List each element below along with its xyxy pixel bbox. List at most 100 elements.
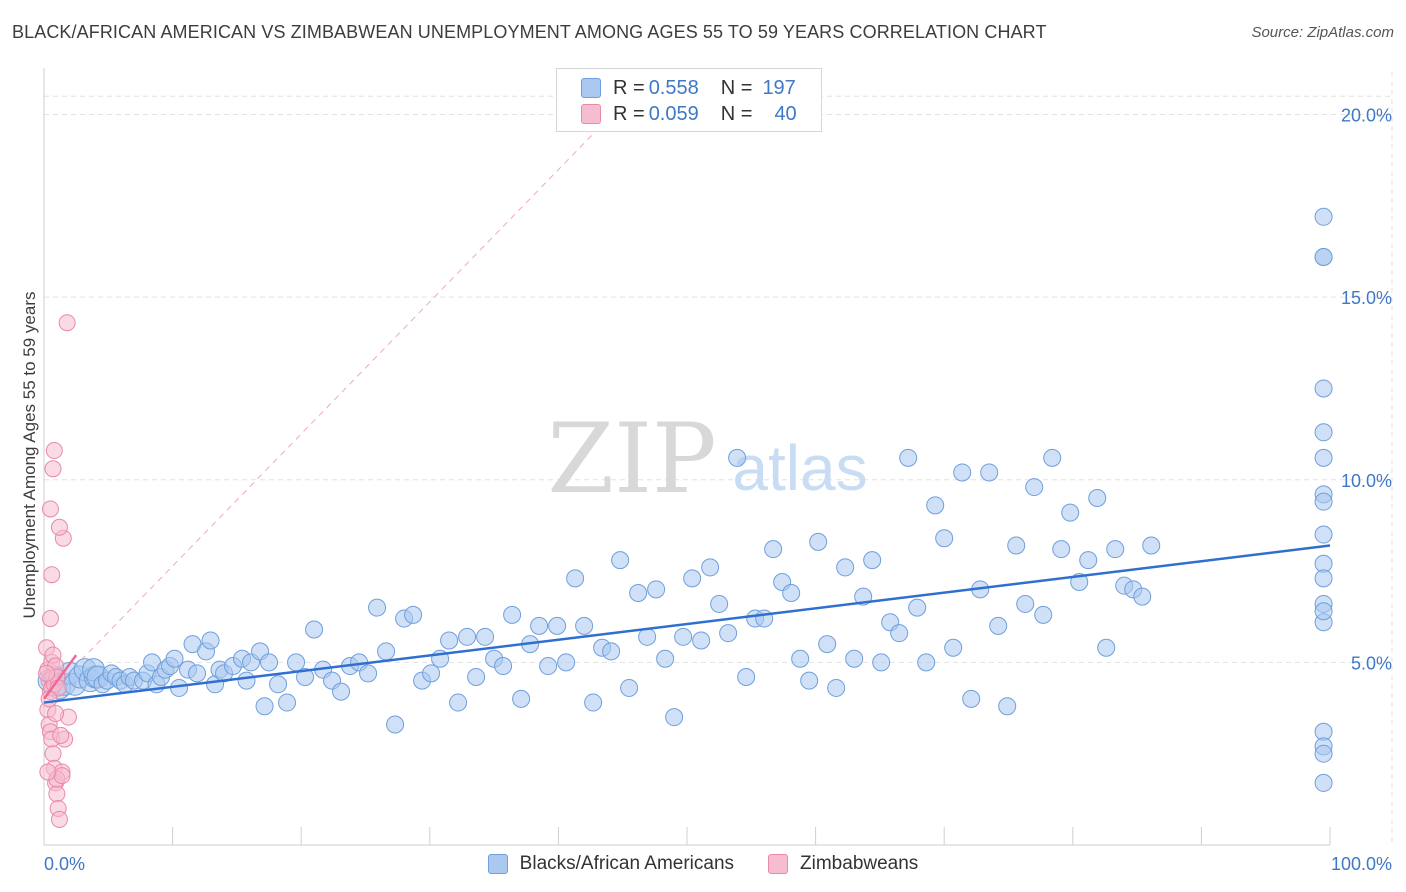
legend-row-blue: R = 0.558 N = 197: [581, 76, 796, 100]
data-point-blacks: [530, 616, 549, 635]
data-point-blacks: [1106, 540, 1125, 559]
data-point-blacks: [719, 624, 738, 643]
data-point-blacks: [449, 693, 468, 712]
data-point-blacks: [566, 569, 585, 588]
data-point-blacks: [1142, 536, 1161, 555]
data-point-blacks: [809, 532, 828, 551]
data-point-blacks: [782, 583, 801, 602]
data-point-blacks: [1052, 540, 1071, 559]
data-point-blacks: [827, 678, 846, 697]
data-point-zimbabweans: [48, 785, 66, 803]
chart-source: Source: ZipAtlas.com: [1251, 24, 1394, 41]
data-point-blacks: [494, 657, 513, 676]
data-point-blacks: [440, 631, 459, 650]
x-tick-label: 0.0%: [44, 854, 85, 874]
data-point-blacks: [260, 653, 279, 672]
data-point-zimbabweans: [45, 442, 63, 460]
data-point-blacks: [575, 616, 594, 635]
reference-diagonal: [50, 103, 624, 692]
data-point-blacks: [404, 605, 423, 624]
data-point-blacks: [1314, 602, 1333, 621]
data-point-blacks: [1088, 489, 1107, 508]
data-point-blacks: [1133, 587, 1152, 606]
guide-layer: [50, 103, 624, 692]
data-point-blacks: [818, 635, 837, 654]
data-point-blacks: [1314, 423, 1333, 442]
data-point-zimbabweans: [58, 314, 76, 332]
data-point-blacks: [737, 667, 756, 686]
data-point-blacks: [1314, 448, 1333, 467]
data-point-blacks: [935, 529, 954, 548]
data-point-blacks: [278, 693, 297, 712]
y-tick-label: 15.0%: [1341, 288, 1392, 308]
data-point-blacks: [269, 675, 288, 694]
data-point-blacks: [656, 649, 675, 668]
stats-legend: R = 0.558 N = 197 R = 0.059 N = 40: [556, 68, 822, 132]
data-point-blacks: [665, 708, 684, 727]
data-point-blacks: [998, 697, 1017, 716]
series-legend: Blacks/African Americans Zimbabweans: [0, 850, 1406, 878]
data-point-blacks: [602, 642, 621, 661]
data-point-zimbabweans: [41, 610, 59, 628]
data-point-blacks: [255, 697, 274, 716]
data-point-blacks: [188, 664, 207, 683]
data-point-blacks: [1314, 247, 1333, 266]
data-point-blacks: [944, 638, 963, 657]
data-point-blacks: [953, 463, 972, 482]
data-point-blacks: [764, 540, 783, 559]
data-point-blacks: [800, 671, 819, 690]
data-point-blacks: [899, 448, 918, 467]
legend-n-value-pink: 40: [774, 102, 797, 125]
legend-r-label: R =: [613, 76, 645, 99]
data-point-blacks: [1025, 478, 1044, 497]
data-point-zimbabweans: [44, 745, 62, 763]
data-point-blacks: [674, 627, 693, 646]
data-point-blacks: [557, 653, 576, 672]
point-layer: [37, 207, 1333, 828]
data-point-blacks: [710, 594, 729, 613]
data-point-blacks: [201, 631, 220, 650]
data-point-blacks: [629, 583, 648, 602]
data-point-blacks: [1314, 773, 1333, 792]
data-point-blacks: [701, 558, 720, 577]
data-point-blacks: [908, 598, 927, 617]
y-axis-label: Unemployment Among Ages 55 to 59 years: [20, 291, 39, 619]
legend-swatch-pink: [768, 854, 789, 874]
data-point-blacks: [305, 620, 324, 639]
legend-item-blacks[interactable]: Blacks/African Americans: [487, 853, 735, 875]
data-point-blacks: [1061, 503, 1080, 522]
data-point-blacks: [512, 689, 531, 708]
data-point-blacks: [296, 667, 315, 686]
y-tick-label: 10.0%: [1341, 471, 1392, 491]
data-point-blacks: [728, 448, 747, 467]
data-point-blacks: [584, 693, 603, 712]
data-point-blacks: [332, 682, 351, 701]
x-tick-label: 100.0%: [1331, 854, 1392, 874]
data-point-blacks: [890, 624, 909, 643]
data-point-zimbabweans: [53, 767, 71, 785]
trendline-blacks: [43, 544, 1331, 704]
data-point-blacks: [683, 569, 702, 588]
data-point-blacks: [359, 664, 378, 683]
data-point-blacks: [836, 558, 855, 577]
legend-n-label: N =: [720, 102, 753, 125]
watermark-zip: ZIP: [547, 403, 716, 515]
data-point-blacks: [548, 616, 567, 635]
legend-n-value-blue: 197: [762, 76, 796, 99]
data-point-blacks: [1097, 638, 1116, 657]
data-point-blacks: [1314, 525, 1333, 544]
data-point-zimbabweans: [38, 664, 56, 682]
data-point-zimbabweans: [41, 500, 59, 518]
data-point-blacks: [1079, 551, 1098, 570]
data-point-blacks: [503, 605, 522, 624]
legend-r-value-blue: 0.558: [648, 76, 699, 99]
y-tick-label: 5.0%: [1351, 653, 1392, 673]
legend-label-blacks: Blacks/African Americans: [519, 853, 735, 874]
data-point-blacks: [1314, 379, 1333, 398]
data-point-blacks: [467, 667, 486, 686]
data-point-blacks: [1043, 448, 1062, 467]
legend-swatch-pink: [581, 104, 601, 124]
legend-r-label: R =: [613, 102, 645, 125]
tick-label-layer: 5.0% 10.0% 15.0% 20.0% 0.0% 100.0%: [44, 106, 1392, 874]
legend-item-zimbabweans[interactable]: Zimbabweans: [768, 853, 918, 875]
